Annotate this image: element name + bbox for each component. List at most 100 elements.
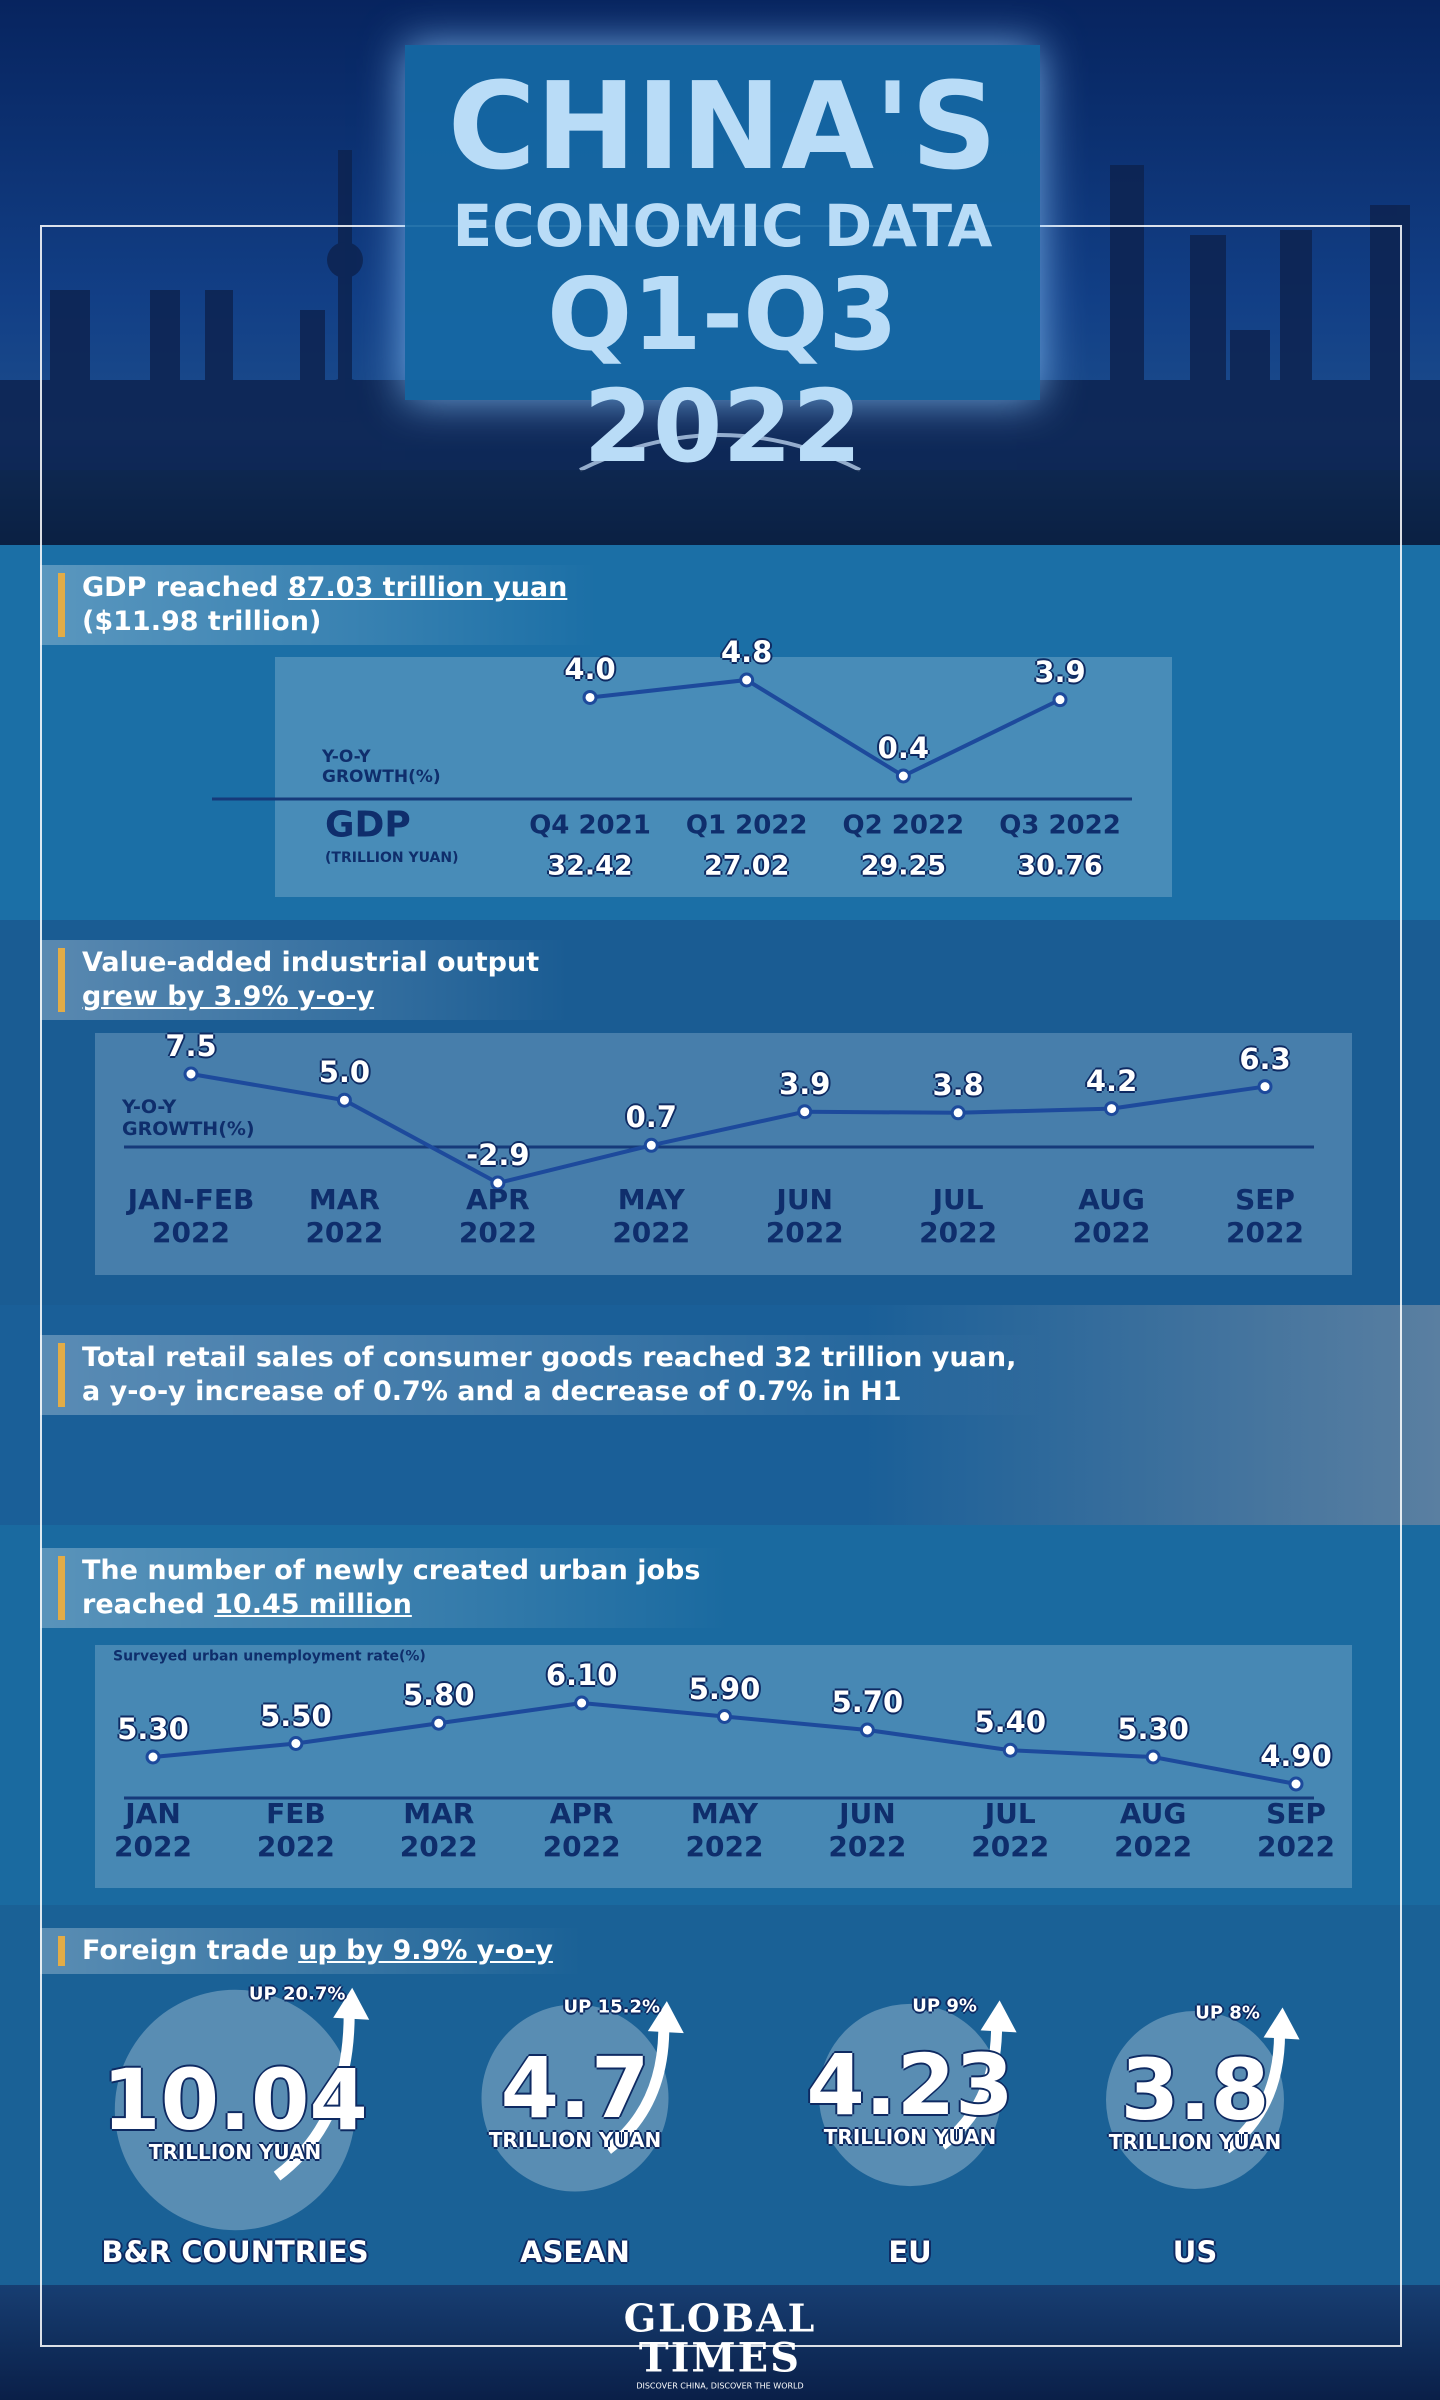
x-tick-label: FEB 2022 [256,1797,335,1863]
gdp-panel [275,657,1172,897]
headline-line: reached 10.45 million [82,1588,700,1622]
x-tick-label: JUL 2022 [919,1183,998,1249]
trade-value: 10.04 [102,2051,368,2149]
headline-line: ($11.98 trillion) [82,605,567,639]
trade-name: B&R COUNTRIES [101,2235,369,2269]
data-point [288,1736,304,1751]
table-value: 32.42 [547,850,633,882]
data-line [190,1072,1266,1186]
data-point [717,1709,732,1724]
growth-arrow [273,2013,355,2181]
headline-text: Total retail sales of consumer goods rea… [82,1342,1017,1373]
headline: Value-added industrial output grew by 3.9… [40,940,570,1020]
arrow-head [647,2001,684,2034]
data-point [574,1695,590,1711]
y-axis-label: Surveyed urban unemployment rate(%) [113,1648,426,1665]
data-line [589,677,1061,779]
industry-panel [95,1033,1352,1275]
x-tick-label: SEP 2022 [1257,1797,1335,1863]
value-label: 3.9 [1034,654,1086,689]
x-tick-label: JUN 2022 [828,1797,907,1863]
value-label: 5.80 [402,1678,475,1713]
data-point [145,1749,161,1765]
value-label: 3.8 [932,1067,984,1102]
x-tick-label: MAR 2022 [399,1797,478,1863]
x-tick-label: JAN 2022 [114,1797,192,1863]
headline-text: ($11.98 trillion) [82,606,322,637]
growth-label: UP 15.2% [563,1996,661,2018]
industry-section [0,920,1440,1305]
value-label: -2.9 [466,1138,530,1172]
headline-text: Foreign trade [82,1935,299,1966]
headline-line: Value-added industrial output [82,946,539,980]
x-tick-label: JAN-FEB 2022 [127,1183,255,1249]
data-point [739,672,755,688]
data-point [582,689,598,705]
y-axis-label: Y-O-Y GROWTH(%) [122,1096,255,1140]
x-tick-label: MAR 2022 [305,1183,384,1249]
data-point [859,1722,875,1738]
x-tick-label: SEP 2022 [1226,1183,1304,1249]
x-tick-label: Q1 2022 [685,810,808,841]
value-label: 7.5 [165,1029,217,1063]
title-box: CHINA'S ECONOMIC DATA Q1-Q3 2022 [405,45,1040,483]
skyline [0,150,1440,545]
footer-band [0,2285,1440,2400]
trade-name: US [1172,2235,1218,2269]
x-tick-label: Q3 2022 [999,810,1121,841]
logo-text: TIMES [638,2334,802,2382]
headline: Total retail sales of consumer goods rea… [40,1335,1047,1415]
data-point [797,1104,813,1120]
x-tick-label: JUL 2022 [971,1797,1050,1863]
value-label: 0.4 [877,731,930,765]
data-point [183,1066,199,1082]
value-label: 6.10 [545,1658,618,1692]
headline-line: Total retail sales of consumer goods rea… [82,1341,1016,1375]
headline-line: The number of newly created urban jobs [82,1554,700,1588]
value-label: 4.8 [720,635,773,669]
headline-line: grew by 3.9% y-o-y [82,980,539,1014]
x-tick-label: AUG 2022 [1114,1797,1193,1863]
headline: The number of newly created urban jobs re… [40,1548,731,1628]
value-label: 5.50 [260,1698,332,1733]
growth-label: UP 9% [912,1995,977,2017]
headline-text: grew by 3.9% y-o-y [82,981,375,1012]
trade-unit: TRILLION YUAN [1108,2130,1282,2154]
trade-bubble [114,1989,356,2231]
x-tick-label: JUN 2022 [765,1183,844,1249]
table-value: 29.25 [860,850,947,882]
growth-arrow [1222,2033,1286,2154]
value-label: 5.70 [831,1685,904,1719]
trade-name: ASEAN [520,2235,630,2269]
value-label: 3.9 [779,1066,831,1101]
headline-line: a y-o-y increase of 0.7% and a decrease … [82,1375,1016,1409]
trade-name: EU [888,2235,932,2269]
value-label: 5.30 [117,1712,189,1746]
data-point [1002,1742,1018,1758]
data-point [1104,1101,1120,1117]
gdp-section [0,545,1440,920]
table-unit: (TRILLION YUAN) [325,850,459,866]
value-label: 5.30 [1117,1712,1189,1746]
data-point [643,1137,659,1153]
value-label: 4.90 [1260,1739,1332,1773]
trade-value: 3.8 [1120,2041,1270,2139]
arrow-head [333,1987,370,2020]
title-line: ECONOMIC DATA [452,192,993,260]
retail-section [0,1305,1440,1525]
data-point [431,1715,447,1731]
title-line: Q1-Q3 2022 [547,256,898,485]
trade-section [0,1905,1440,2285]
x-tick-label: APR 2022 [458,1183,537,1249]
value-label: 5.90 [688,1671,761,1706]
value-label: 6.3 [1239,1041,1291,1076]
growth-arrow [604,2027,670,2154]
headline-text: up by 9.9% y-o-y [298,1935,553,1966]
value-label: 4.2 [1085,1063,1138,1098]
headline-text: 10.45 million [214,1589,412,1620]
x-tick-label: APR 2022 [542,1797,621,1863]
headline-text: reached [82,1589,215,1620]
x-tick-label: MAY 2022 [685,1797,764,1863]
trade-unit: TRILLION YUAN [488,2128,662,2152]
